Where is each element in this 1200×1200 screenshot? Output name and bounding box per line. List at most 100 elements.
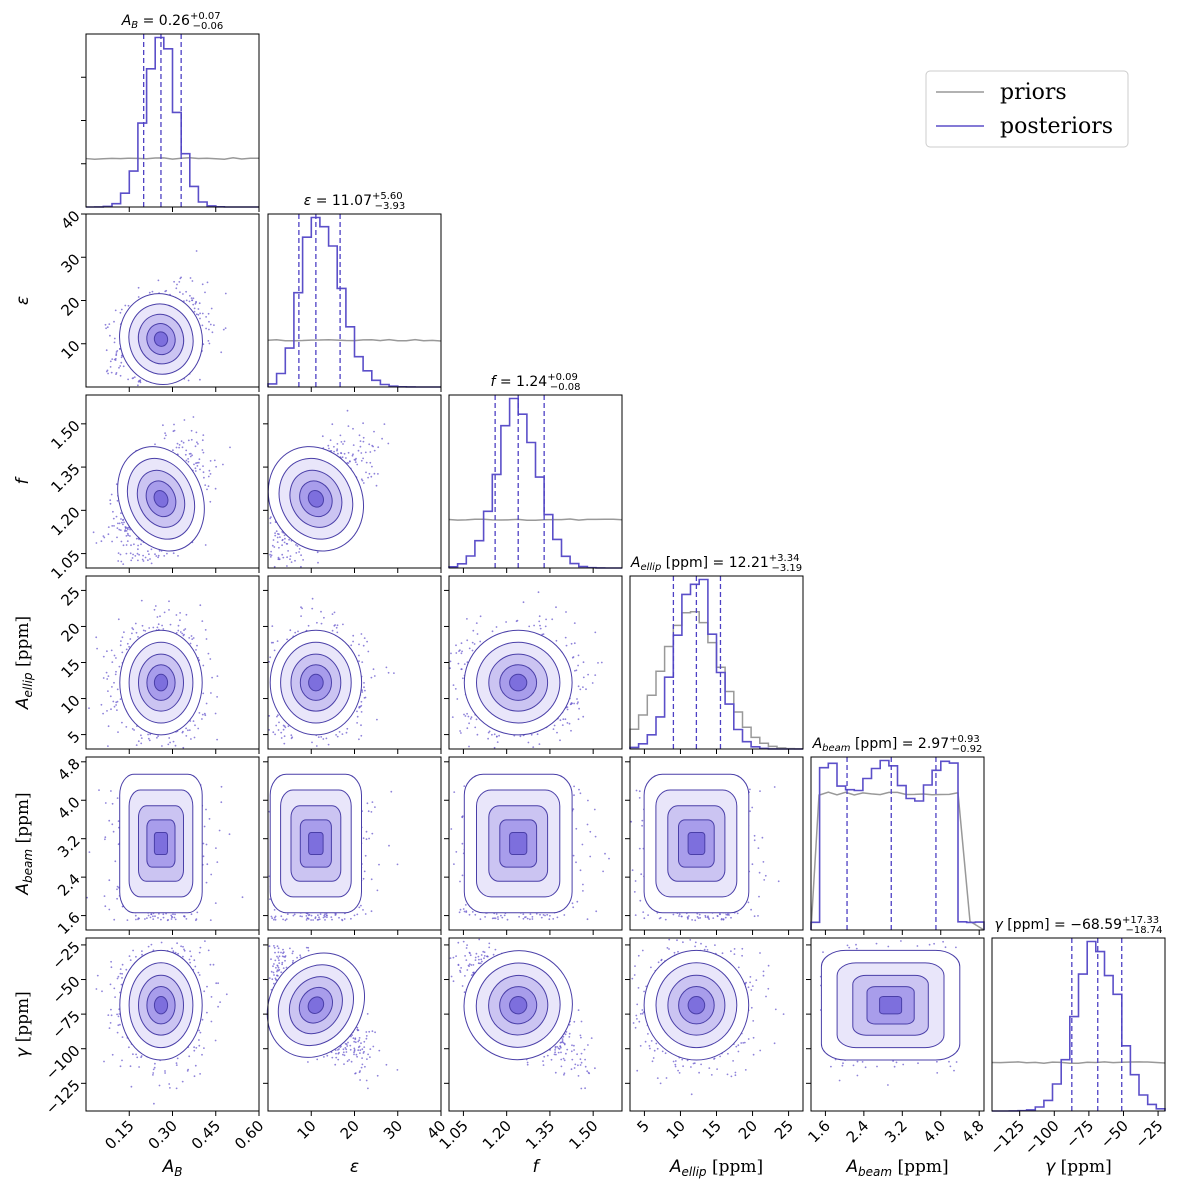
sample-point bbox=[352, 634, 355, 637]
sample-point bbox=[325, 737, 328, 740]
sample-point bbox=[290, 561, 293, 563]
sample-point bbox=[116, 527, 119, 529]
sample-point bbox=[127, 534, 130, 537]
sample-point bbox=[109, 366, 112, 368]
sample-point bbox=[110, 371, 113, 374]
sample-point bbox=[110, 708, 112, 711]
sample-point bbox=[187, 458, 190, 460]
sample-point bbox=[359, 445, 362, 448]
sample-point bbox=[118, 522, 121, 525]
sample-point bbox=[137, 636, 139, 638]
sample-point bbox=[111, 525, 114, 527]
sample-point bbox=[204, 484, 207, 486]
sample-point bbox=[363, 637, 366, 639]
sample-point bbox=[359, 705, 362, 708]
sample-point bbox=[117, 618, 120, 621]
sample-point bbox=[190, 438, 193, 441]
sample-point bbox=[107, 690, 109, 692]
sample-point bbox=[100, 703, 103, 706]
sample-point bbox=[289, 558, 291, 561]
sample-point bbox=[555, 639, 558, 642]
sample-point bbox=[214, 487, 217, 490]
sample-point bbox=[464, 715, 467, 717]
sample-point bbox=[278, 533, 280, 536]
sample-point bbox=[183, 629, 185, 631]
sample-point bbox=[163, 437, 166, 440]
sample-point bbox=[205, 327, 208, 330]
sample-point bbox=[175, 287, 178, 290]
sample-point bbox=[371, 465, 373, 468]
prior-histogram bbox=[85, 157, 259, 161]
sample-point bbox=[182, 441, 185, 444]
sample-point bbox=[174, 744, 177, 747]
sample-point bbox=[274, 532, 276, 534]
sample-point bbox=[135, 744, 138, 746]
sample-point bbox=[573, 622, 576, 624]
sample-point bbox=[275, 724, 278, 727]
sample-point bbox=[126, 527, 129, 529]
sample-point bbox=[354, 461, 357, 463]
sample-point bbox=[201, 312, 204, 315]
sample-point bbox=[350, 644, 353, 647]
sample-point bbox=[564, 636, 567, 639]
sample-point bbox=[496, 735, 498, 738]
sample-point bbox=[133, 729, 136, 731]
sample-point bbox=[301, 607, 303, 610]
sample-point bbox=[179, 631, 182, 633]
sample-point bbox=[181, 632, 184, 635]
sample-point bbox=[333, 450, 335, 453]
sample-point bbox=[107, 372, 109, 375]
sample-point bbox=[131, 557, 134, 559]
sample-point bbox=[280, 731, 283, 734]
sample-point bbox=[209, 460, 212, 462]
sample-point bbox=[133, 543, 135, 546]
sample-point bbox=[342, 623, 344, 626]
sample-point bbox=[140, 734, 142, 737]
sample-point bbox=[144, 556, 147, 559]
sample-point bbox=[213, 324, 215, 326]
y-tick-label: 40 bbox=[57, 207, 83, 233]
sample-point bbox=[358, 654, 360, 657]
sample-point bbox=[190, 429, 193, 432]
sample-point bbox=[493, 746, 496, 749]
sample-point bbox=[216, 696, 219, 698]
sample-point bbox=[363, 686, 365, 689]
sample-point bbox=[539, 624, 541, 627]
sample-point bbox=[316, 621, 318, 624]
sample-point bbox=[161, 624, 164, 627]
sample-point bbox=[331, 613, 334, 615]
sample-point bbox=[322, 738, 325, 740]
hist-panel-AB: AB = 0.26+0.07 −0.06 bbox=[81, 11, 260, 212]
sample-point bbox=[120, 540, 123, 543]
sample-point bbox=[279, 536, 281, 538]
title-value: = 1.24 bbox=[495, 374, 547, 390]
sample-point bbox=[201, 620, 204, 622]
sample-point bbox=[125, 535, 128, 537]
sample-point bbox=[381, 437, 383, 440]
sample-point bbox=[364, 689, 366, 692]
sample-point bbox=[111, 661, 114, 663]
sample-point bbox=[272, 731, 275, 734]
y-tick-label: 15 bbox=[57, 655, 83, 681]
sample-point bbox=[360, 633, 363, 635]
sample-point bbox=[187, 729, 189, 732]
sample-point bbox=[96, 647, 98, 650]
sample-point bbox=[202, 434, 205, 436]
sample-point bbox=[109, 334, 111, 337]
sample-point bbox=[311, 607, 314, 610]
sample-point bbox=[328, 447, 330, 450]
sample-point bbox=[205, 638, 208, 640]
sample-point bbox=[370, 475, 373, 478]
sample-point bbox=[460, 668, 463, 670]
sample-point bbox=[564, 718, 567, 721]
sample-point bbox=[175, 446, 178, 449]
sample-point bbox=[539, 627, 542, 630]
sample-point bbox=[466, 618, 468, 620]
sample-point bbox=[198, 458, 201, 461]
sample-point bbox=[362, 644, 365, 647]
sample-point bbox=[352, 444, 355, 446]
sample-point bbox=[338, 731, 341, 733]
sample-point bbox=[115, 657, 117, 659]
sample-point bbox=[140, 543, 142, 546]
